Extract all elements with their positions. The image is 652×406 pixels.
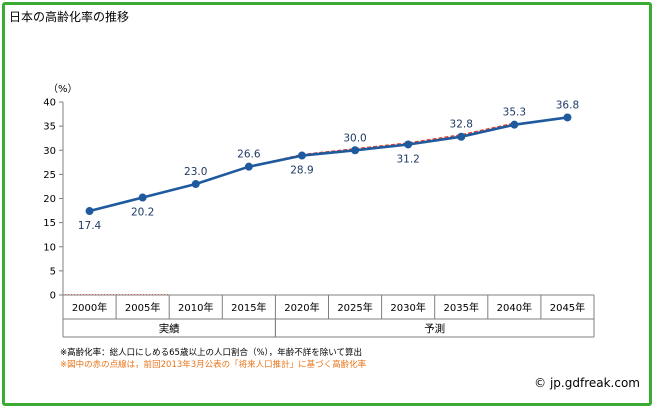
data-point-7 [457, 132, 466, 141]
y-tick-label-20: 20 [43, 194, 56, 205]
y-tick-label-40: 40 [43, 98, 56, 109]
data-label-9: 36.8 [556, 99, 579, 111]
data-label-8: 35.3 [503, 107, 526, 119]
x-tick-label-7: 2035年 [444, 301, 479, 314]
x-tick-label-5: 2025年 [337, 301, 372, 314]
data-label-3: 26.6 [237, 149, 261, 161]
data-label-7: 32.8 [450, 119, 473, 131]
x-group-label-0: 実績 [159, 322, 180, 335]
data-point-3 [244, 162, 253, 171]
x-tick-label-1: 2005年 [125, 301, 160, 314]
y-tick-label-0: 0 [50, 291, 56, 302]
chart-series [85, 113, 572, 216]
x-tick-label-9: 2045年 [550, 301, 585, 314]
x-tick-label-4: 2020年 [284, 301, 319, 314]
data-label-5: 30.0 [343, 132, 366, 144]
x-tick-label-6: 2030年 [390, 301, 425, 314]
data-point-0 [85, 207, 94, 216]
chart-axes: （%） 0 5 10 15 20 25 30 35 40 実績 予測 2000年 2005年 2010年 20… [43, 83, 595, 338]
y-tick-label-5: 5 [50, 266, 56, 277]
x-tick-label-0: 2000年 [72, 301, 107, 314]
y-tick-label-15: 15 [43, 218, 56, 229]
data-point-5 [351, 146, 360, 155]
chart-data-labels: 17.4 20.2 23.0 26.6 28.9 30.0 31.2 32.8 35.3 36.8 [78, 99, 579, 232]
data-point-1 [138, 193, 147, 202]
series-line-main [89, 116, 568, 213]
data-label-1: 20.2 [131, 207, 154, 219]
data-label-2: 23.0 [184, 166, 207, 178]
y-axis-title: （%） [48, 83, 78, 95]
x-tick-label-8: 2040年 [497, 301, 532, 314]
y-tick-label-25: 25 [43, 170, 56, 181]
data-point-2 [191, 180, 200, 189]
series-line-previous-projection [248, 122, 515, 168]
data-point-6 [404, 140, 413, 149]
x-tick-label-3: 2015年 [231, 301, 266, 314]
data-label-6: 31.2 [396, 153, 419, 165]
data-point-9 [563, 113, 572, 122]
y-tick-label-35: 35 [43, 122, 56, 133]
chart-notes: ※高齢化率：総人口にしめる65歳以上の人口割合（%），年齢不詳を除いて算出 ※図… [60, 347, 366, 371]
source-credit: © jp.gdfreak.com [534, 376, 640, 390]
x-tick-label-2: 2010年 [178, 301, 213, 314]
note-red-dotted-line: ※図中の赤の点線は，前回2013年3月公表の「将来人口推計」に基づく高齢化率 [60, 360, 367, 370]
y-tick-label-30: 30 [43, 146, 56, 157]
data-label-4: 28.9 [290, 165, 313, 177]
x-group-label-1: 予測 [424, 322, 445, 335]
chart-title: 日本の高齢化率の推移 [9, 10, 130, 24]
data-label-0: 17.4 [78, 220, 102, 232]
y-tick-label-10: 10 [43, 242, 56, 253]
note-definition: ※高齢化率：総人口にしめる65歳以上の人口割合（%），年齢不詳を除いて算出 [60, 348, 363, 358]
data-point-4 [297, 151, 306, 160]
data-point-8 [510, 120, 519, 129]
